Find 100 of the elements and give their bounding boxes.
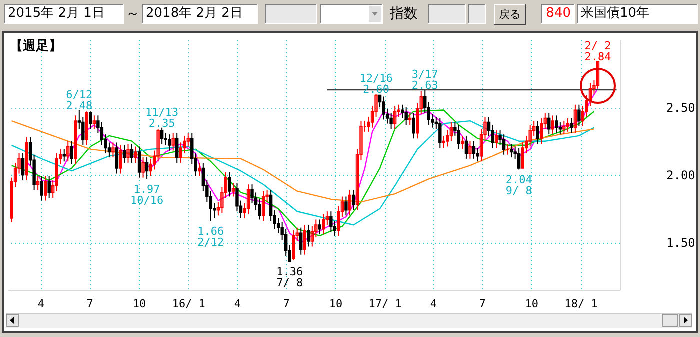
candlestick xyxy=(532,120,536,136)
candlestick xyxy=(228,172,232,198)
candlestick xyxy=(461,135,464,150)
candlestick xyxy=(119,144,122,174)
candlestick xyxy=(85,111,89,146)
candlestick xyxy=(172,132,175,152)
line-series xyxy=(11,120,595,203)
annotation: 2/ 2 2.84 xyxy=(584,40,612,64)
x-tick-label: 7 xyxy=(283,298,290,310)
candlestick xyxy=(566,118,570,132)
candlestick xyxy=(186,132,190,148)
x-tick-label: 7 xyxy=(479,298,486,310)
candlestick xyxy=(356,148,360,211)
candlestick xyxy=(18,153,21,174)
candlestick xyxy=(397,104,400,118)
candlestick xyxy=(480,128,484,162)
annotation: 1.36 7/ 8 xyxy=(276,266,304,290)
candlestick xyxy=(536,120,540,145)
annotation: 3/17 2.63 xyxy=(412,68,438,92)
candlestick xyxy=(374,94,378,118)
annotation: 1.66 2/12 xyxy=(198,225,224,250)
candlestick xyxy=(446,130,450,148)
text: 戻る xyxy=(494,4,526,25)
x-tick-label: 10 xyxy=(329,298,343,310)
text: 指数 xyxy=(390,5,418,23)
candlestick xyxy=(450,122,454,142)
candlestick xyxy=(370,106,374,128)
candlestick xyxy=(517,148,521,170)
candlestick xyxy=(138,146,142,178)
candlestick xyxy=(340,196,344,218)
candlestick xyxy=(438,118,442,149)
candlestick xyxy=(348,190,352,216)
candlestick xyxy=(220,186,224,214)
candlestick xyxy=(48,176,51,199)
candlestick xyxy=(393,106,397,130)
candlestick xyxy=(62,148,66,162)
candlestick xyxy=(168,134,172,152)
text: 840 xyxy=(541,4,575,24)
candlestick xyxy=(296,227,299,242)
x-tick-label: 7 xyxy=(86,298,94,310)
candlestick xyxy=(322,214,326,236)
candlestick xyxy=(55,153,58,192)
x-tick-label: 4 xyxy=(430,298,438,310)
candlestick xyxy=(333,220,337,236)
candlestick xyxy=(562,120,566,136)
candlestick xyxy=(92,115,96,130)
candlestick xyxy=(10,177,14,223)
x-tick-label: 18/ 1 xyxy=(564,298,598,310)
candlestick xyxy=(303,224,306,256)
candlestick xyxy=(108,142,112,158)
candlestick xyxy=(25,136,28,182)
candlestick xyxy=(330,211,333,232)
x-tick-label: 17/ 1 xyxy=(368,298,402,310)
text: 米国債10年 xyxy=(577,4,698,24)
candlestick xyxy=(585,94,588,118)
candlestick xyxy=(70,140,74,165)
candlestick xyxy=(540,118,544,145)
candlestick xyxy=(416,103,420,140)
x-tick-label: 10 xyxy=(132,298,146,310)
candlestick xyxy=(292,230,296,261)
x-tick-label: 4 xyxy=(234,298,242,310)
candlestick xyxy=(89,111,92,130)
candlestick xyxy=(36,176,40,190)
candlestick xyxy=(367,116,370,132)
candlestick xyxy=(14,162,18,188)
x-tick-label: 10 xyxy=(525,298,539,310)
candlestick xyxy=(266,190,269,203)
candlestick xyxy=(390,112,393,130)
candlestick xyxy=(551,115,554,136)
candlestick xyxy=(160,127,164,145)
candlestick xyxy=(408,112,412,126)
candlestick xyxy=(216,202,220,216)
candlestick xyxy=(570,118,574,134)
candlestick xyxy=(472,140,476,160)
candlestick xyxy=(360,120,363,161)
candlestick xyxy=(224,172,228,199)
candlestick xyxy=(115,142,119,174)
candlestick xyxy=(134,146,138,164)
candlestick xyxy=(66,140,70,162)
candlestick xyxy=(548,112,551,136)
annotation: 11/13 2.35 xyxy=(146,106,179,130)
candlestick xyxy=(183,135,186,154)
chart-title: 【週足】 xyxy=(10,38,62,55)
candlestick xyxy=(198,162,202,177)
candlestick xyxy=(149,158,152,177)
x-tick-label: 16/ 1 xyxy=(172,298,206,310)
text: 2015年 2月 1日 xyxy=(4,4,124,24)
candlestick xyxy=(574,104,578,134)
candlestick xyxy=(510,144,514,158)
candlestick xyxy=(300,227,303,256)
candlestick xyxy=(524,135,528,154)
candlestick xyxy=(40,176,44,202)
candlestick xyxy=(51,180,55,199)
candlestick xyxy=(232,182,236,198)
candlestick xyxy=(59,148,62,165)
candlestick xyxy=(528,124,532,148)
candlestick xyxy=(122,144,126,164)
candlestick xyxy=(555,115,558,134)
candlestick xyxy=(457,124,461,150)
candlestick xyxy=(494,130,498,149)
